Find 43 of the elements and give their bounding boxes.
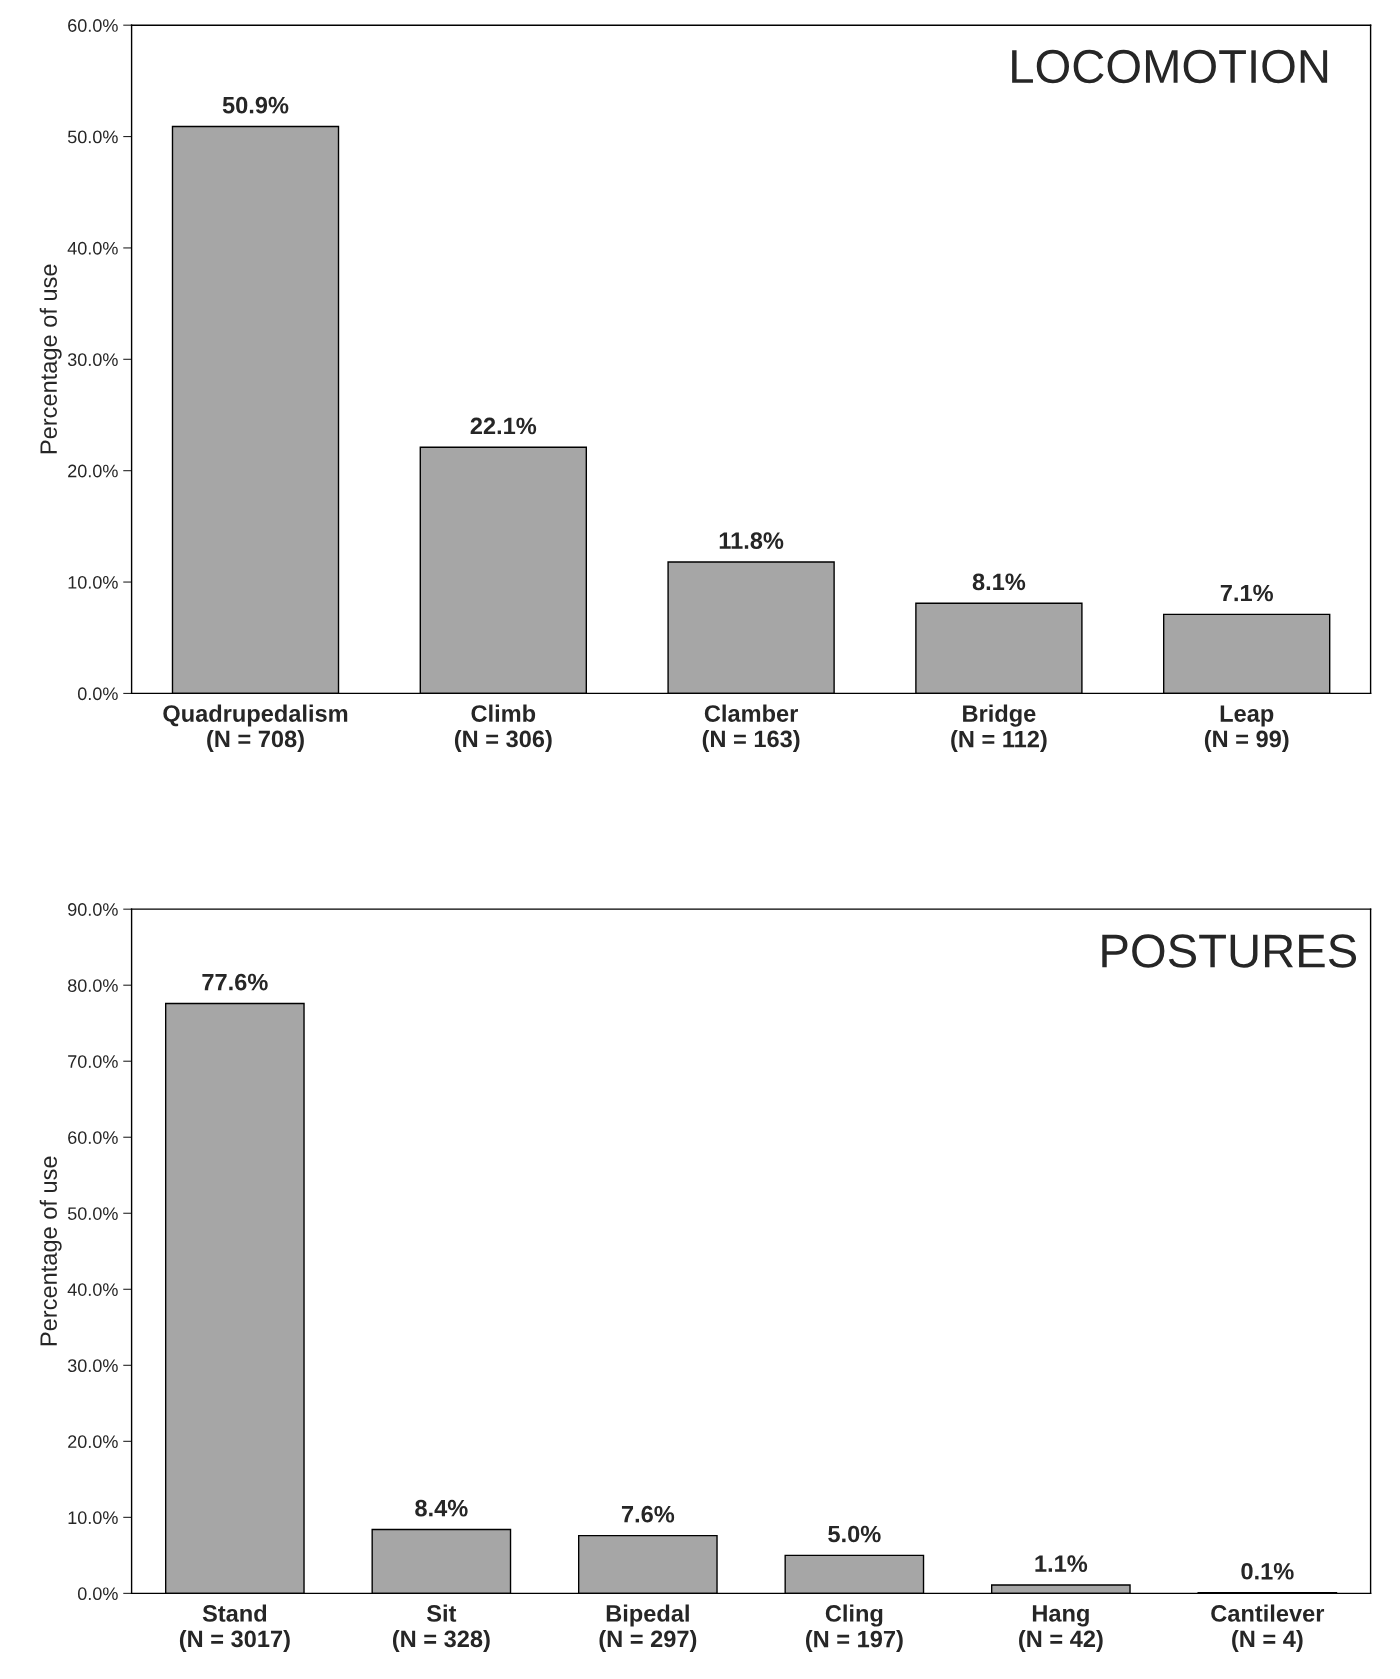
data-label: 50.9% [222,96,289,114]
x-tick-label: Stand (N = 3017) [179,1604,290,1652]
y-tick-label: 0.0% [77,1587,118,1601]
chart-title: POSTURES [1102,934,1357,968]
data-label: 1.1% [1035,1555,1088,1572]
y-tick-label: 50.0% [67,130,118,144]
x-tick-label: Sit (N = 328) [392,1604,490,1652]
x-tick-label: Hang (N = 42) [1019,1605,1103,1652]
y-axis-title: Percentage of use [39,1156,62,1346]
data-label: 77.6% [202,973,268,991]
data-label: 0.1% [1241,1562,1294,1580]
x-tick-label: Cling (N = 197) [805,1604,903,1653]
x-tick-label: Bridge (N = 112) [951,704,1047,753]
y-tick-label: 10.0% [68,575,118,589]
y-tick-label: 30.0% [67,1359,118,1373]
data-label: 7.1% [1220,584,1273,602]
data-label: 5.0% [828,1525,881,1543]
y-tick-label: 90.0% [68,903,118,916]
y-tick-label: 40.0% [67,1283,118,1297]
data-label: 8.1% [972,573,1026,591]
data-label: 8.4% [415,1499,468,1517]
y-tick-label: 10.0% [68,1511,118,1525]
y-tick-label: 30.0% [67,353,118,367]
x-tick-label: Bipedal (N = 297) [599,1604,697,1652]
y-tick-label: 70.0% [68,1055,118,1068]
data-label: 22.1% [470,417,537,435]
x-tick-label: Climb (N = 306) [454,704,552,752]
y-tick-label: 60.0% [68,19,118,32]
y-tick-label: 20.0% [68,1435,118,1449]
x-tick-label: Quadrupedalism (N = 708) [163,704,348,752]
x-tick-label: Leap (N = 99) [1204,705,1289,752]
data-label: 7.6% [621,1505,675,1523]
y-tick-label: 40.0% [67,241,118,255]
data-label: 11.8% [719,532,784,550]
y-tick-label: 60.0% [68,1131,118,1144]
chart-title: LOCOMOTION [1012,49,1328,84]
x-tick-label: Cantilever (N = 4) [1211,1604,1325,1652]
x-tick-label: Clamber (N = 163) [702,704,800,752]
y-axis-title: Percentage of use [39,264,62,454]
y-tick-label: 0.0% [77,687,118,701]
y-tick-label: 20.0% [68,464,118,478]
y-tick-label: 80.0% [68,979,118,992]
y-tick-label: 50.0% [67,1207,118,1220]
